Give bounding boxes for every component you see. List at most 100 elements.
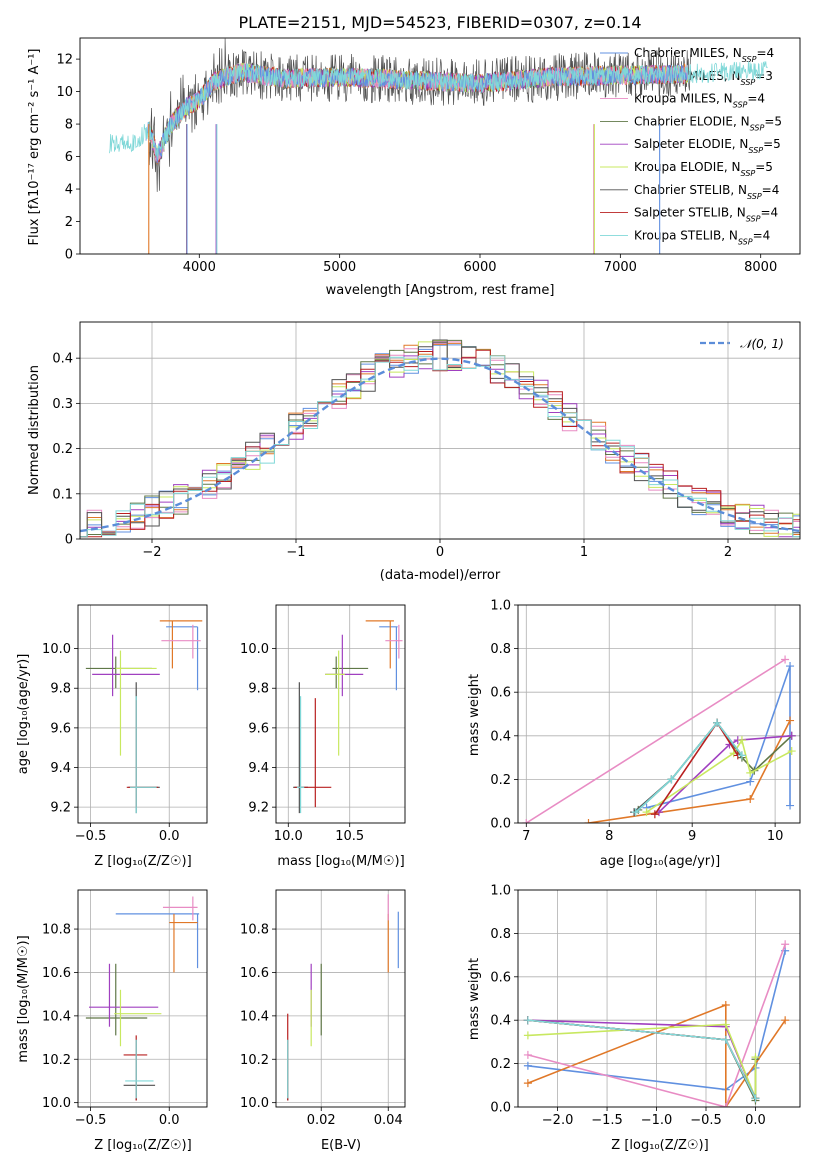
mass-vs-Z-xtick-label: 0.0 bbox=[159, 1113, 180, 1128]
mass-vs-ebv-ytick-label: 10.0 bbox=[240, 1096, 269, 1111]
residual-ytick-label: 0.2 bbox=[52, 442, 73, 457]
mw-vs-Z-marker bbox=[721, 1001, 730, 1010]
mw-vs-Z-series-line bbox=[527, 1023, 757, 1099]
spectrum-xtick-label: 7000 bbox=[604, 260, 637, 275]
mass-vs-Z-ytick-label: 10.4 bbox=[42, 1009, 71, 1024]
normal-curve bbox=[80, 357, 800, 533]
mw-vs-age-marker bbox=[522, 819, 531, 823]
spectrum-xtick-label: 8000 bbox=[744, 260, 777, 275]
mw-vs-Z-marker bbox=[751, 1094, 760, 1103]
mass-vs-Z-frame bbox=[77, 889, 208, 1108]
mw-vs-age-marker bbox=[787, 747, 796, 756]
residual-hists bbox=[80, 339, 800, 538]
age-vs-mass-ytick-label: 9.4 bbox=[248, 761, 269, 776]
residual-panel: (data-model)/error Normed distribution 𝒩… bbox=[27, 337, 784, 583]
mass-vs-ebv-frame bbox=[275, 889, 406, 1108]
age-vs-mass-xtick-label: 10.5 bbox=[335, 829, 364, 844]
mw-vs-age-xtick-label: 8 bbox=[605, 829, 613, 844]
legend-label: Chabrier MILES, NSSP=4 bbox=[634, 46, 774, 64]
mw-vs-age-ytick-label: 0.2 bbox=[490, 773, 511, 788]
spectrum-xtick-label: 4000 bbox=[183, 260, 216, 275]
age-vs-Z-axes: −0.5 0.0 9.2 9.4 9.6 9.8 10.0 bbox=[42, 604, 208, 844]
mass-vs-ebv-xtick-label: 0.04 bbox=[374, 1113, 403, 1128]
mw-vs-Z-ytick-label: 0.8 bbox=[490, 927, 511, 942]
mw-vs-age-series-line bbox=[635, 721, 743, 813]
spectrum-frame bbox=[79, 37, 801, 255]
mass-vs-ebv-ytick-label: 10.8 bbox=[240, 923, 269, 938]
mw-vs-Z-ytick-label: 0.4 bbox=[490, 1014, 511, 1029]
spectrum-xtick-label: 5000 bbox=[323, 260, 356, 275]
mass-vs-ebv-ytick-label: 10.2 bbox=[240, 1053, 269, 1068]
mw-vs-Z-marker bbox=[721, 1020, 730, 1029]
mw-vs-Z-xtick-label: −1.0 bbox=[641, 1113, 673, 1128]
mw-vs-age-marker bbox=[642, 808, 651, 817]
residual-axes: −2 −1 0 1 2 0 0.1 0.2 0.3 0.4 bbox=[52, 321, 801, 560]
mw-vs-Z-xlabel: Z [log₁₀(Z/Z☉)] bbox=[611, 1138, 708, 1153]
residual-xtick-label: 0 bbox=[436, 545, 444, 560]
mw-vs-Z-ylabel: mass weight bbox=[467, 958, 482, 1040]
mw-vs-Z-series-line bbox=[527, 950, 786, 1091]
spectrum-series-line bbox=[148, 38, 691, 192]
mw-vs-Z-marker bbox=[523, 1061, 532, 1070]
mw-vs-age-series-line bbox=[658, 735, 792, 813]
age-vs-mass-frame bbox=[275, 604, 406, 824]
mw-vs-Z-frame bbox=[517, 889, 801, 1108]
age-vs-mass-axes: 10.0 10.5 9.2 9.4 9.6 9.8 10.0 bbox=[240, 604, 406, 844]
legend-label: Chabrier ELODIE, NSSP=5 bbox=[634, 114, 782, 131]
mw-vs-Z-ytick-label: 0.0 bbox=[490, 1101, 511, 1116]
mw-vs-Z-marker bbox=[721, 1035, 730, 1044]
mw-vs-age-series-line bbox=[646, 665, 791, 809]
mw-vs-Z-marker bbox=[781, 1016, 790, 1025]
mw-vs-Z-marker bbox=[523, 1031, 532, 1040]
spectrum-axes: 4000 5000 6000 7000 8000 0 2 4 6 8 10 12 bbox=[56, 37, 801, 275]
residual-ytick-label: 0 bbox=[65, 533, 73, 548]
mass-vs-metallicity-panel: Z [log₁₀(Z/Z☉)] mass [log₁₀(M/M☉)] bbox=[16, 935, 192, 1153]
mw-vs-Z-marker bbox=[721, 1103, 730, 1107]
spectrum-xtick-label: 6000 bbox=[463, 260, 496, 275]
mw-vs-Z-xtick-label: 0.0 bbox=[745, 1113, 766, 1128]
mw-vs-age-marker bbox=[584, 819, 593, 823]
legend-label: Kroupa MILES, NSSP=4 bbox=[634, 92, 765, 110]
mw-vs-Z-xtick-label: −2.0 bbox=[542, 1113, 574, 1128]
mass-vs-ebv-xlabel: E(B-V) bbox=[321, 1138, 361, 1153]
legend-label: Kroupa STELIB, NSSP=4 bbox=[634, 228, 770, 246]
mw-vs-age-xtick-label: 7 bbox=[522, 829, 530, 844]
spectrum-lines bbox=[109, 38, 768, 254]
mw-vs-age-ytick-label: 1.0 bbox=[490, 599, 511, 614]
age-vs-mass-xtick-label: 10.0 bbox=[274, 829, 303, 844]
mw-vs-age-marker bbox=[746, 795, 755, 804]
mw-vs-Z-marker bbox=[523, 1050, 532, 1059]
mw-vs-age-xtick-label: 10 bbox=[767, 829, 784, 844]
legend-label: Chabrier STELIB, NSSP=4 bbox=[634, 183, 779, 201]
residual-xlabel: (data-model)/error bbox=[380, 568, 501, 583]
residual-legend: 𝒩(0, 1) bbox=[700, 337, 784, 351]
spectrum-ylabel: Flux [fλ10⁻¹⁷ erg cm⁻² s⁻¹ A⁻¹] bbox=[27, 49, 42, 246]
residual-histogram bbox=[80, 355, 800, 538]
mw-vs-age-marker bbox=[713, 718, 722, 727]
spectrum-ytick-label: 12 bbox=[56, 53, 73, 68]
mw-vs-age-xtick-label: 9 bbox=[688, 829, 696, 844]
age-vs-metallicity-panel: Z [log₁₀(Z/Z☉)] age [log₁₀(age/yr)] bbox=[16, 654, 192, 869]
spectrum-panel: PLATE=2151, MJD=54523, FIBERID=0307, z=0… bbox=[27, 13, 782, 298]
legend-label: Kroupa ELODIE, NSSP=5 bbox=[634, 160, 773, 178]
age-vs-mass-ytick-label: 9.2 bbox=[248, 801, 269, 816]
mw-vs-Z-xtick-label: −1.5 bbox=[591, 1113, 623, 1128]
mw-vs-age-marker bbox=[787, 731, 796, 740]
age-vs-Z-ytick-label: 9.6 bbox=[50, 721, 71, 736]
mw-vs-Z-marker bbox=[751, 1053, 760, 1062]
mw-vs-Z-marker bbox=[523, 1079, 532, 1088]
spectrum-ytick-label: 2 bbox=[65, 215, 73, 230]
mass-vs-ebv-ytick-label: 10.6 bbox=[240, 966, 269, 981]
mw-vs-Z-marker bbox=[523, 1016, 532, 1025]
mw-vs-Z-axes: −2.0 −1.5 −1.0 −0.5 0.0 0.0 0.2 0.4 0.6 0.8 1.0 bbox=[490, 884, 801, 1128]
age-vs-Z-ytick-label: 9.4 bbox=[50, 761, 71, 776]
mass-vs-ebv-panel: E(B-V) bbox=[321, 1138, 361, 1153]
age-vs-Z-ylabel: age [log₁₀(age/yr)] bbox=[16, 654, 31, 775]
legend-label: Salpeter ELODIE, NSSP=5 bbox=[634, 137, 781, 155]
spectrum-ytick-label: 4 bbox=[65, 183, 73, 198]
mw-vs-age-marker bbox=[631, 808, 640, 817]
mass-vs-Z-ylabel: mass [log₁₀(M/M☉)] bbox=[16, 935, 31, 1062]
age-vs-Z-ytick-label: 9.2 bbox=[50, 801, 71, 816]
mass-vs-ebv-ytick-label: 10.4 bbox=[240, 1009, 269, 1024]
